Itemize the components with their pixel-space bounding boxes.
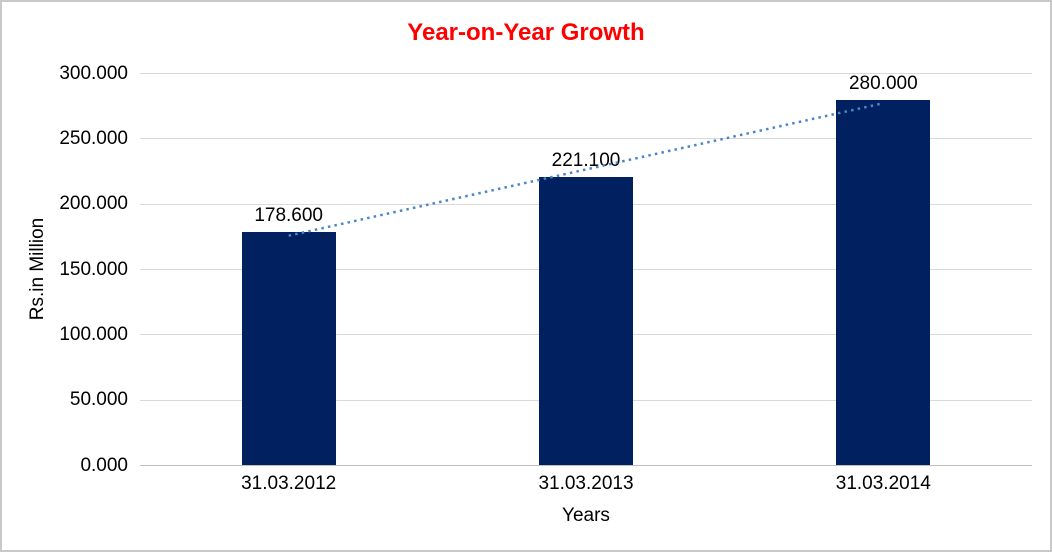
y-tick-label: 300.000 (59, 62, 128, 84)
bar-value-label: 280.000 (848, 72, 918, 94)
y-tick-label: 200.000 (59, 193, 128, 215)
chart-title: Year-on-Year Growth (407, 19, 645, 46)
y-tick-label: 250.000 (59, 127, 128, 149)
bar (241, 232, 336, 466)
bar-value-label: 178.600 (254, 205, 323, 227)
gridline (140, 73, 1032, 74)
bar (539, 176, 633, 466)
x-axis-title: Years (562, 505, 610, 526)
y-tick-label: 100.000 (59, 323, 128, 345)
y-tick-label: 0.000 (80, 454, 128, 476)
x-tick-label: 31.03.2013 (538, 473, 634, 494)
x-axis-line (140, 465, 1032, 466)
x-tick-label: 31.03.2014 (835, 473, 931, 494)
y-tick-label: 150.000 (59, 258, 128, 280)
bar-value-label: 221.100 (551, 149, 621, 171)
bar (836, 99, 931, 466)
y-tick-label: 50.000 (69, 389, 128, 411)
x-tick-label: 31.03.2012 (241, 473, 337, 494)
